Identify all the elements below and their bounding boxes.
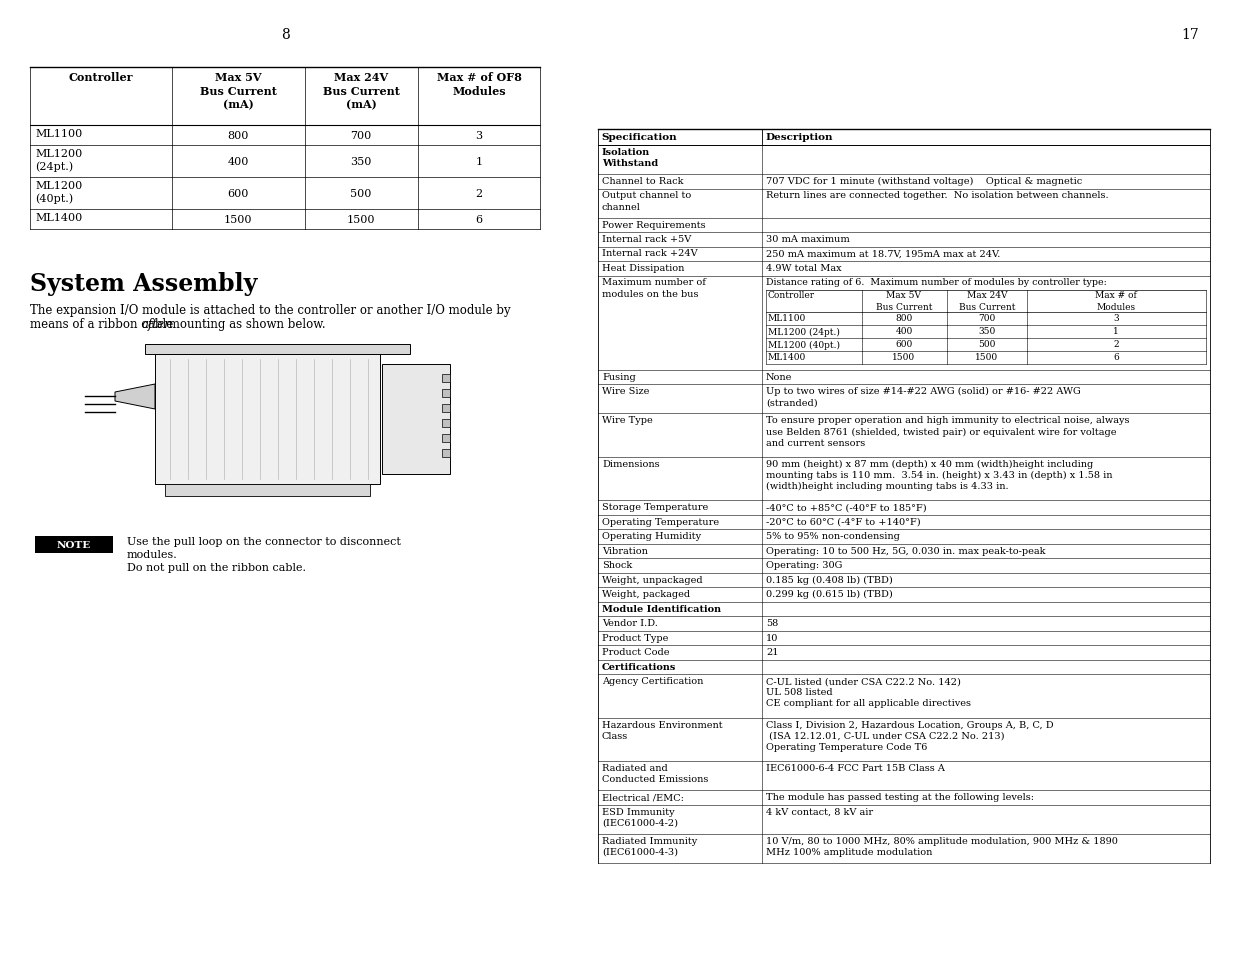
- Text: 700: 700: [978, 314, 995, 323]
- Text: System Assembly: System Assembly: [30, 272, 257, 295]
- Text: The module has passed testing at the following levels:: The module has passed testing at the fol…: [766, 792, 1034, 801]
- Text: 800: 800: [227, 131, 248, 141]
- Text: means of a ribbon cable: means of a ribbon cable: [30, 317, 177, 331]
- Text: 1: 1: [1113, 327, 1119, 336]
- Text: C-UL listed (under CSA C22.2 No. 142)
UL 508 listed
CE compliant for all applica: C-UL listed (under CSA C22.2 No. 142) UL…: [766, 677, 971, 708]
- Text: 1500: 1500: [224, 214, 252, 225]
- Text: Wire Type: Wire Type: [601, 416, 653, 425]
- Text: ML1200 (24pt.): ML1200 (24pt.): [768, 327, 840, 336]
- Text: Weight, packaged: Weight, packaged: [601, 590, 690, 598]
- Text: Operating Temperature: Operating Temperature: [601, 517, 719, 526]
- Text: Vibration: Vibration: [601, 546, 648, 556]
- Text: 400: 400: [227, 157, 248, 167]
- Text: Use the pull loop on the connector to disconnect: Use the pull loop on the connector to di…: [127, 537, 401, 546]
- Text: None: None: [766, 373, 793, 381]
- Text: Maximum number of
modules on the bus: Maximum number of modules on the bus: [601, 278, 706, 298]
- FancyBboxPatch shape: [442, 405, 450, 413]
- Text: Hazardous Environment
Class: Hazardous Environment Class: [601, 720, 722, 740]
- Text: -20°C to 60°C (-4°F to +140°F): -20°C to 60°C (-4°F to +140°F): [766, 517, 920, 526]
- Text: Up to two wires of size #14-#22 AWG (solid) or #16- #22 AWG
(stranded): Up to two wires of size #14-#22 AWG (sol…: [766, 387, 1081, 407]
- Text: Max # of
Modules: Max # of Modules: [1095, 292, 1137, 312]
- Text: Radiated and
Conducted Emissions: Radiated and Conducted Emissions: [601, 763, 709, 783]
- Text: Max 5V
Bus Current: Max 5V Bus Current: [876, 292, 932, 312]
- Text: 1500: 1500: [976, 354, 999, 362]
- Text: Product Type: Product Type: [601, 633, 668, 642]
- Text: Max # of OF8
Modules: Max # of OF8 Modules: [436, 71, 521, 96]
- Text: Channel to Rack: Channel to Rack: [601, 177, 683, 186]
- Text: 10: 10: [766, 633, 778, 642]
- Text: Class I, Division 2, Hazardous Location, Groups A, B, C, D
 (ISA 12.12.01, C-UL : Class I, Division 2, Hazardous Location,…: [766, 720, 1053, 751]
- Text: 21: 21: [766, 648, 778, 657]
- Text: 90 mm (height) x 87 mm (depth) x 40 mm (width)height including
mounting tabs is : 90 mm (height) x 87 mm (depth) x 40 mm (…: [766, 459, 1113, 491]
- Text: 800: 800: [895, 314, 913, 323]
- Text: Storage Temperature: Storage Temperature: [601, 503, 708, 512]
- Text: Do not pull on the ribbon cable.: Do not pull on the ribbon cable.: [127, 562, 306, 573]
- Text: Power Requirements: Power Requirements: [601, 220, 705, 230]
- FancyBboxPatch shape: [442, 450, 450, 457]
- FancyBboxPatch shape: [382, 365, 450, 475]
- Text: The expansion I/O module is attached to the controller or another I/O module by: The expansion I/O module is attached to …: [30, 304, 510, 316]
- Text: 500: 500: [351, 189, 372, 199]
- Text: ML1100: ML1100: [768, 314, 806, 323]
- Text: Controller: Controller: [768, 292, 815, 300]
- FancyBboxPatch shape: [442, 375, 450, 382]
- Text: 4 kV contact, 8 kV air: 4 kV contact, 8 kV air: [766, 807, 873, 816]
- Text: 10 V/m, 80 to 1000 MHz, 80% amplitude modulation, 900 MHz & 1890
MHz 100% amplit: 10 V/m, 80 to 1000 MHz, 80% amplitude mo…: [766, 836, 1118, 856]
- Polygon shape: [115, 385, 156, 410]
- FancyBboxPatch shape: [35, 537, 112, 554]
- Text: Fusing: Fusing: [601, 373, 636, 381]
- Text: ESD Immunity
(IEC61000-4-2): ESD Immunity (IEC61000-4-2): [601, 807, 678, 827]
- Text: 3: 3: [1113, 314, 1119, 323]
- Text: Internal rack +5V: Internal rack +5V: [601, 234, 692, 244]
- Text: 500: 500: [978, 340, 995, 349]
- Text: Certifications: Certifications: [601, 662, 677, 671]
- Text: Weight, unpackaged: Weight, unpackaged: [601, 576, 703, 584]
- Polygon shape: [144, 345, 410, 355]
- FancyBboxPatch shape: [442, 390, 450, 397]
- Text: Wire Size: Wire Size: [601, 387, 650, 395]
- Text: IEC61000-6-4 FCC Part 15B Class A: IEC61000-6-4 FCC Part 15B Class A: [766, 763, 945, 773]
- Text: Operating: 10 to 500 Hz, 5G, 0.030 in. max peak-to-peak: Operating: 10 to 500 Hz, 5G, 0.030 in. m…: [766, 546, 1046, 556]
- Text: Return lines are connected together.  No isolation between channels.: Return lines are connected together. No …: [766, 192, 1109, 200]
- Text: Product Code: Product Code: [601, 648, 669, 657]
- Text: 4.9W total Max: 4.9W total Max: [766, 264, 841, 273]
- Text: Shock: Shock: [601, 560, 632, 570]
- Text: ML1200
(24pt.): ML1200 (24pt.): [35, 149, 83, 172]
- Text: ML1200 (40pt.): ML1200 (40pt.): [768, 340, 840, 349]
- Text: 5% to 95% non-condensing: 5% to 95% non-condensing: [766, 532, 900, 540]
- Text: 58: 58: [766, 618, 778, 628]
- Text: 250 mA maximum at 18.7V, 195mA max at 24V.: 250 mA maximum at 18.7V, 195mA max at 24…: [766, 250, 1000, 258]
- FancyBboxPatch shape: [156, 355, 380, 484]
- Text: NOTE: NOTE: [57, 540, 91, 550]
- Text: 2: 2: [475, 189, 483, 199]
- Text: 0.299 kg (0.615 lb) (TBD): 0.299 kg (0.615 lb) (TBD): [766, 590, 893, 598]
- Text: 0.185 kg (0.408 lb) (TBD): 0.185 kg (0.408 lb) (TBD): [766, 576, 893, 584]
- Text: ML1200
(40pt.): ML1200 (40pt.): [35, 181, 83, 204]
- Text: -40°C to +85°C (-40°F to 185°F): -40°C to +85°C (-40°F to 185°F): [766, 503, 926, 512]
- Text: Module Identification: Module Identification: [601, 604, 721, 613]
- Text: 350: 350: [978, 327, 995, 336]
- Text: Vendor I.D.: Vendor I.D.: [601, 618, 658, 628]
- Text: Dimensions: Dimensions: [601, 459, 659, 468]
- Text: modules.: modules.: [127, 550, 178, 559]
- Text: 6: 6: [1113, 354, 1119, 362]
- Text: 1500: 1500: [347, 214, 375, 225]
- Text: Specification: Specification: [601, 132, 677, 142]
- Text: Electrical /EMC:: Electrical /EMC:: [601, 792, 684, 801]
- Text: ML1400: ML1400: [35, 213, 83, 223]
- Text: 1500: 1500: [893, 354, 915, 362]
- Text: ML1100: ML1100: [35, 129, 83, 139]
- Text: Agency Certification: Agency Certification: [601, 677, 704, 685]
- Text: Max 5V
Bus Current
(mA): Max 5V Bus Current (mA): [200, 71, 277, 111]
- Text: 600: 600: [895, 340, 913, 349]
- Text: Description: Description: [764, 132, 832, 142]
- Text: 707 VDC for 1 minute (withstand voltage)    Optical & magnetic: 707 VDC for 1 minute (withstand voltage)…: [766, 177, 1082, 186]
- Text: Operating Humidity: Operating Humidity: [601, 532, 701, 540]
- Text: Max 24V
Bus Current: Max 24V Bus Current: [958, 292, 1015, 312]
- Text: 6: 6: [475, 214, 483, 225]
- Text: Controller: Controller: [69, 71, 133, 83]
- Text: 30 mA maximum: 30 mA maximum: [766, 234, 850, 244]
- Text: 17: 17: [1181, 28, 1199, 42]
- Text: Heat Dissipation: Heat Dissipation: [601, 264, 684, 273]
- FancyBboxPatch shape: [442, 419, 450, 428]
